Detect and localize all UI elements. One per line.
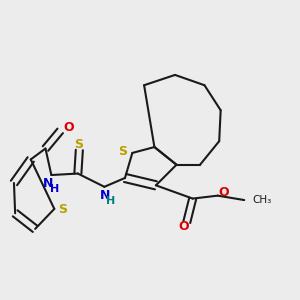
Text: H: H (106, 196, 116, 206)
Text: H: H (50, 184, 59, 194)
Text: CH₃: CH₃ (253, 195, 272, 205)
Text: O: O (218, 186, 229, 199)
Text: S: S (118, 145, 127, 158)
Text: O: O (178, 220, 189, 233)
Text: O: O (63, 122, 74, 134)
Text: S: S (58, 203, 67, 216)
Text: N: N (100, 188, 110, 202)
Text: N: N (43, 177, 54, 190)
Text: S: S (74, 138, 83, 151)
